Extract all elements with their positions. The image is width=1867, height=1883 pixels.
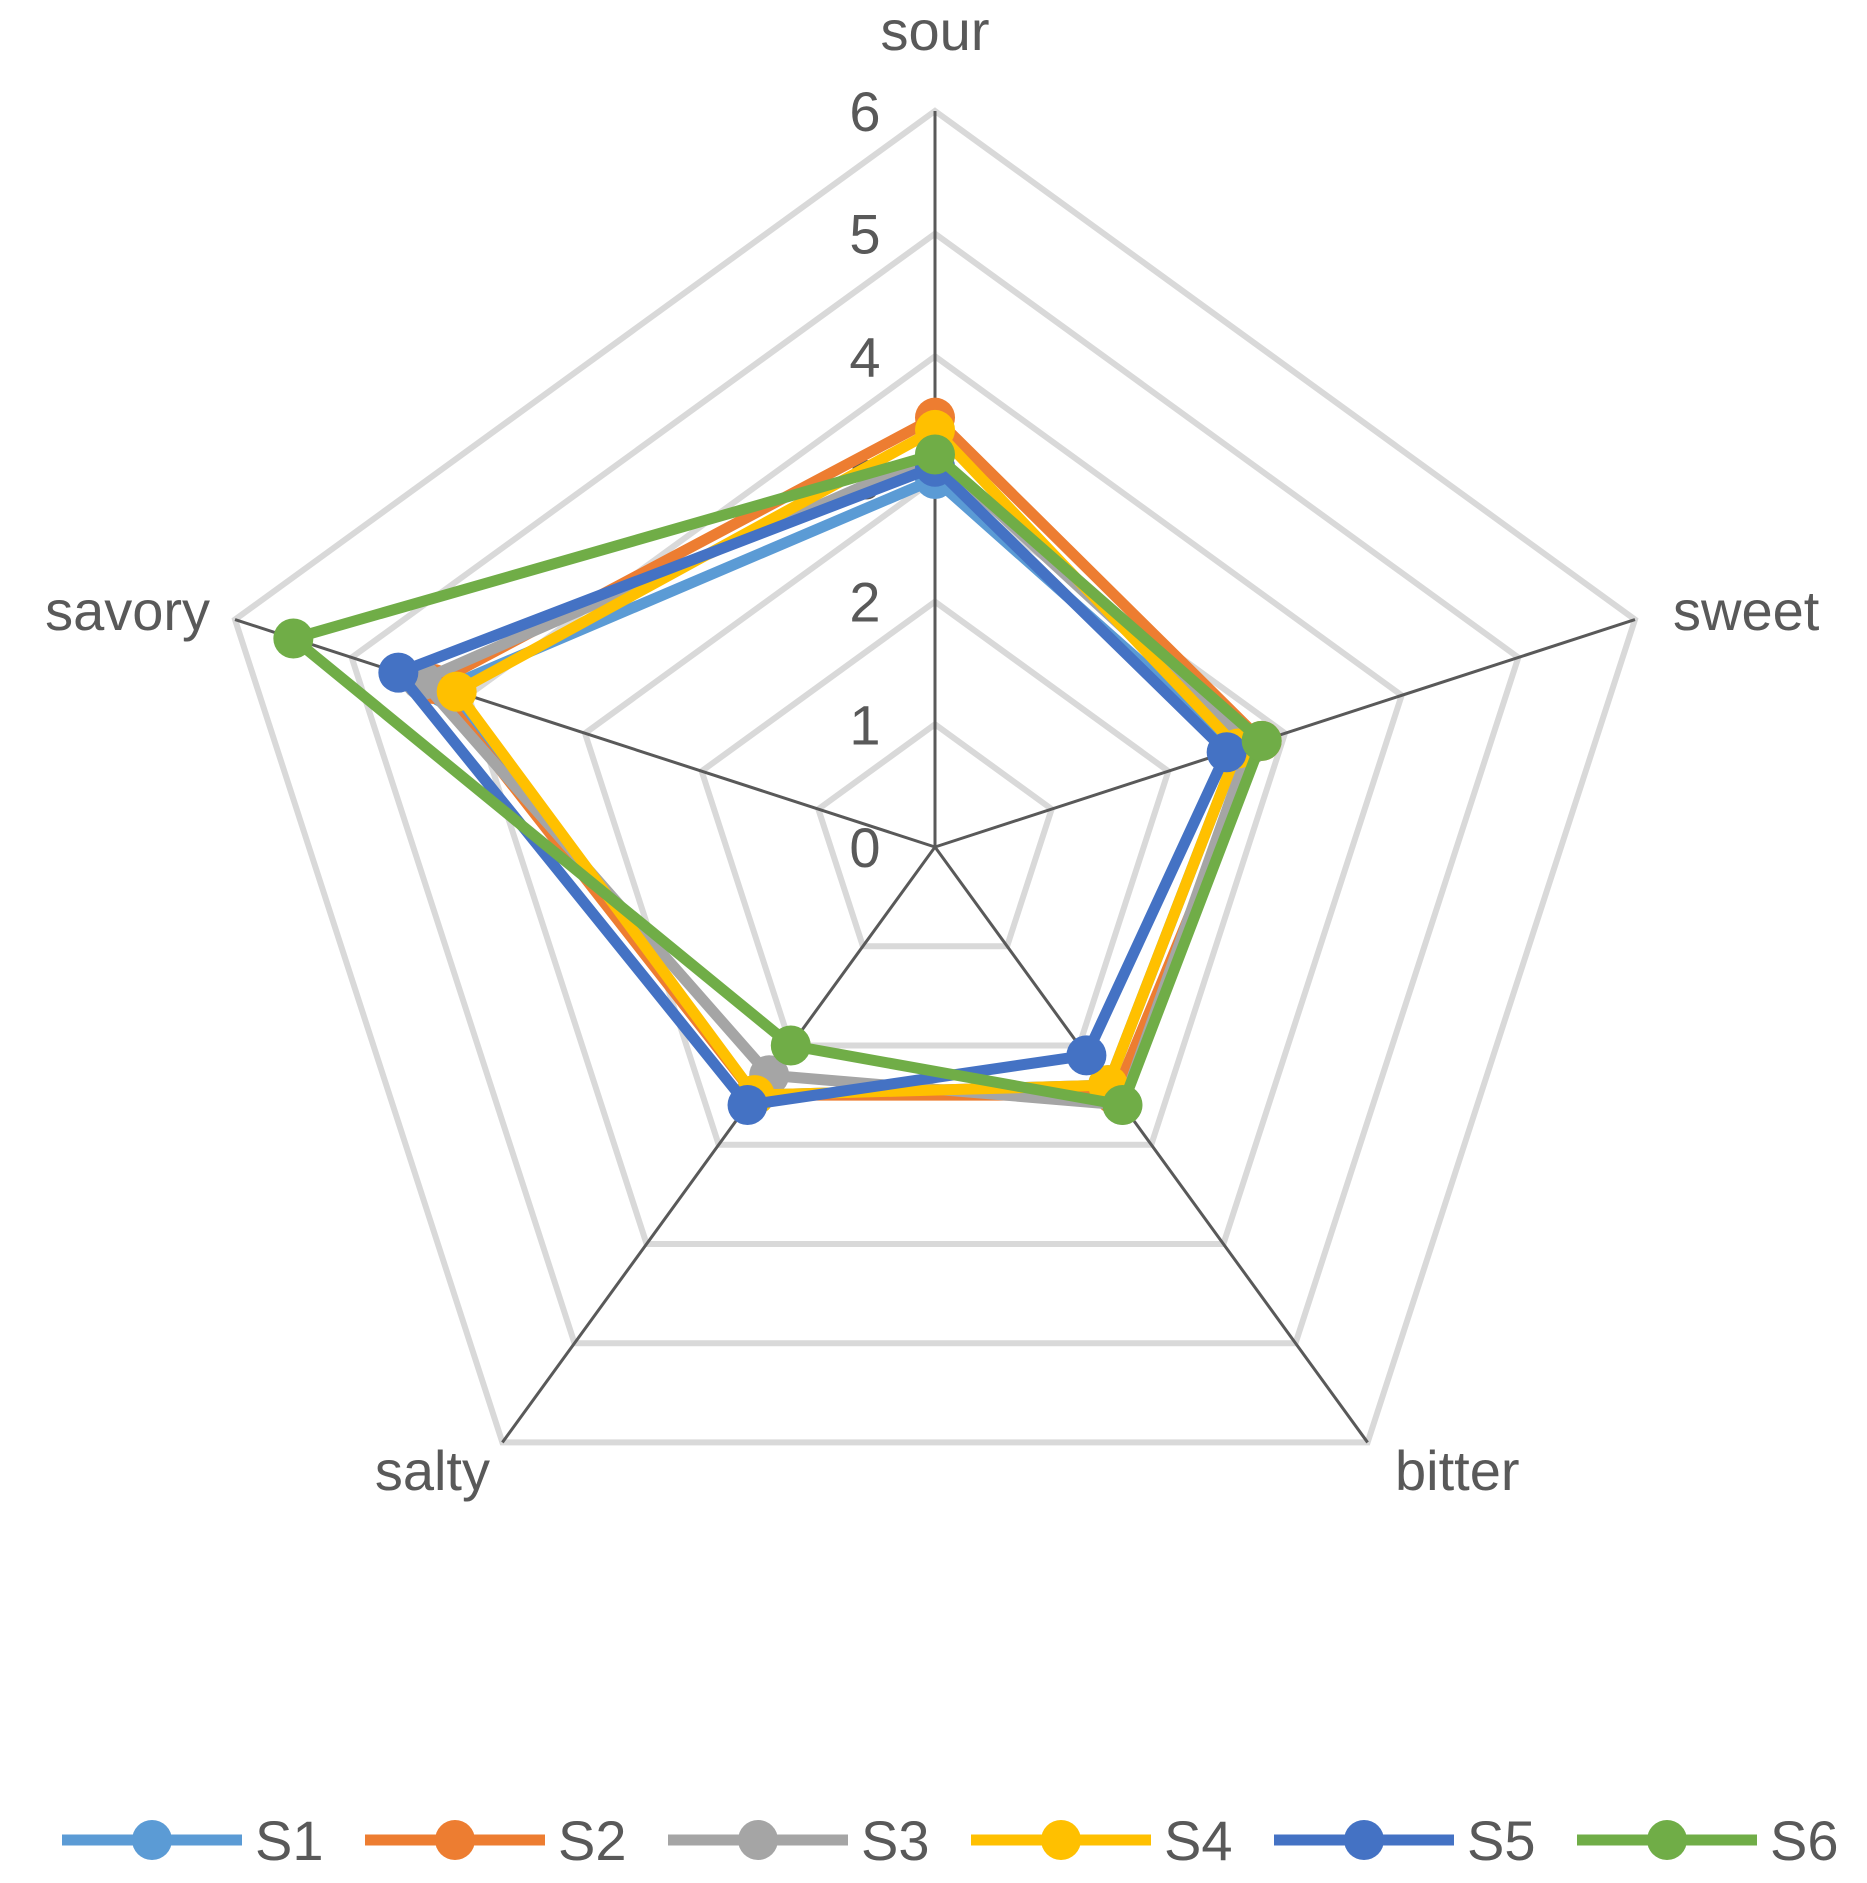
legend-label-S3: S3	[861, 1809, 930, 1872]
axis-label-salty: salty	[375, 1439, 490, 1502]
legend-label-S6: S6	[1770, 1809, 1839, 1872]
tick-label-0: 0	[849, 816, 880, 879]
legend: S1 S2 S3 S4 S5 S6	[62, 1809, 1839, 1872]
series-line-S6	[287, 448, 1268, 1111]
legend-label-S2: S2	[558, 1809, 627, 1872]
point-S5-bitter	[1066, 1035, 1107, 1076]
legend-label-S5: S5	[1467, 1809, 1536, 1872]
axis-labels: sour sweet bitter salty savory	[45, 0, 1820, 1502]
tick-label-2: 2	[849, 571, 880, 634]
point-S5-savory	[378, 652, 419, 693]
point-S6-sour	[915, 434, 955, 475]
tick-label-1: 1	[849, 693, 880, 756]
legend-swatch-marker-S1	[132, 1820, 172, 1860]
legend-label-S1: S1	[255, 1809, 324, 1872]
spoke-salty	[501, 846, 937, 1444]
series-line-S5	[392, 461, 1233, 1111]
axis-label-bitter: bitter	[1395, 1439, 1520, 1502]
legend-item-S2: S2	[365, 1809, 627, 1872]
series-S6	[273, 434, 1282, 1126]
legend-swatch-marker-S3	[738, 1820, 778, 1860]
grid-ring-6	[231, 107, 1639, 1446]
point-S4-savory	[436, 671, 477, 712]
spoke-savory	[234, 618, 936, 849]
tick-label-4: 4	[849, 325, 880, 388]
grid-ring-1	[814, 720, 1056, 950]
spoke-bitter	[933, 846, 1369, 1444]
point-S6-sweet	[1241, 720, 1282, 761]
legend-item-S1: S1	[62, 1809, 324, 1872]
grid-ring-5	[348, 229, 1522, 1347]
legend-swatch-marker-S6	[1647, 1820, 1687, 1860]
axis-label-savory: savory	[45, 579, 210, 642]
legend-swatch-marker-S2	[435, 1820, 475, 1860]
point-S5-sweet	[1206, 732, 1247, 773]
series-lines	[273, 397, 1282, 1126]
legend-label-S4: S4	[1164, 1809, 1233, 1872]
legend-item-S4: S4	[971, 1809, 1233, 1872]
legend-item-S6: S6	[1577, 1809, 1839, 1872]
grid-ring-3	[581, 475, 1289, 1148]
axis-label-sour: sour	[881, 0, 990, 62]
tick-label-6: 6	[849, 80, 880, 143]
point-S6-bitter	[1102, 1085, 1143, 1126]
point-S6-savory	[273, 618, 314, 659]
tick-label-5: 5	[849, 203, 880, 266]
grid	[231, 107, 1639, 1446]
legend-swatch-marker-S4	[1041, 1820, 1081, 1860]
grid-ring-2	[698, 597, 1172, 1049]
series-line-S4	[451, 424, 1244, 1101]
legend-swatch-marker-S5	[1344, 1820, 1384, 1860]
axis-label-sweet: sweet	[1673, 579, 1820, 642]
point-S6-salty	[770, 1025, 811, 1066]
spoke-sweet	[934, 618, 1636, 849]
legend-item-S3: S3	[668, 1809, 930, 1872]
legend-item-S5: S5	[1274, 1809, 1536, 1872]
point-S5-salty	[727, 1085, 768, 1126]
